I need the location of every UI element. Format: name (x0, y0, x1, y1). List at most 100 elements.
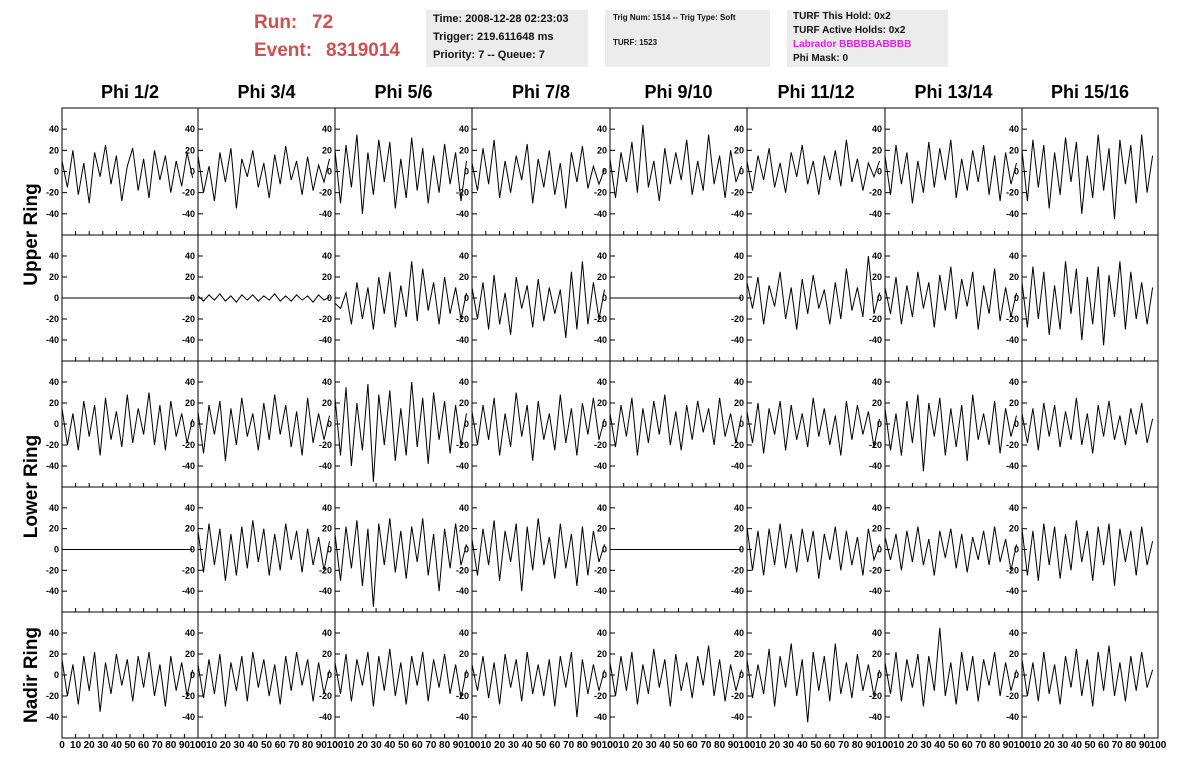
y-tick-label: -40 (731, 209, 744, 219)
y-tick-label: -40 (1006, 209, 1019, 219)
y-tick-label: -20 (182, 691, 195, 701)
waveform (1021, 520, 1154, 587)
y-tick-label: 40 (1009, 503, 1019, 513)
x-tick-label: 0 (882, 740, 888, 751)
y-tick-label: -20 (731, 691, 744, 701)
y-tick-label: 20 (872, 398, 882, 408)
y-tick-label: 40 (597, 377, 607, 387)
x-tick-label: 20 (769, 740, 781, 751)
x-tick-label: 100 (464, 740, 481, 751)
x-tick-label: 40 (247, 740, 259, 751)
y-tick-label: -40 (1006, 586, 1019, 596)
y-tick-label: -40 (869, 209, 882, 219)
waveform (471, 392, 605, 461)
y-tick-label: 0 (1014, 545, 1019, 555)
waveform (1021, 645, 1154, 707)
y-tick-label: 20 (1009, 272, 1019, 282)
x-tick-label: 10 (893, 740, 905, 751)
y-tick-label: 40 (459, 377, 469, 387)
y-tick-label: 20 (322, 649, 332, 659)
x-tick-label: 60 (824, 740, 836, 751)
y-tick-label: -20 (319, 440, 332, 450)
y-tick-label: 20 (597, 649, 607, 659)
y-tick-label: -20 (46, 565, 59, 575)
waveform (471, 518, 605, 592)
x-tick-label: 60 (962, 740, 974, 751)
y-tick-label: 20 (49, 272, 59, 282)
y-tick-label: 40 (49, 124, 59, 134)
y-tick-label: 40 (597, 124, 607, 134)
x-tick-label: 90 (453, 740, 465, 751)
x-tick-label: 90 (591, 740, 603, 751)
y-tick-label: 40 (872, 377, 882, 387)
turf-box: TURF This Hold: 0x2 TURF Active Holds: 0… (787, 10, 948, 67)
waveform (471, 261, 605, 338)
y-tick-label: 20 (872, 524, 882, 534)
panel-frame (609, 107, 748, 236)
y-tick-label: -20 (46, 188, 59, 198)
waveform (884, 266, 1017, 330)
column-title: Phi 5/6 (374, 82, 432, 102)
y-tick-label: -40 (731, 335, 744, 345)
y-tick-label: 0 (602, 545, 607, 555)
x-tick-label: 40 (384, 740, 396, 751)
column-title: Phi 3/4 (237, 82, 295, 102)
priority: Priority: 7 -- Queue: 7 (433, 49, 545, 61)
y-tick-label: 40 (872, 124, 882, 134)
y-tick-label: -40 (594, 335, 607, 345)
y-tick-label: 0 (190, 670, 195, 680)
y-tick-label: -20 (594, 188, 607, 198)
y-tick-label: 0 (54, 670, 59, 680)
x-tick-label: 80 (989, 740, 1001, 751)
waveform (197, 146, 330, 209)
x-tick-label: 0 (195, 740, 201, 751)
y-tick-label: -40 (46, 586, 59, 596)
y-tick-label: 0 (464, 545, 469, 555)
y-tick-label: -20 (182, 188, 195, 198)
y-tick-label: 40 (185, 628, 195, 638)
y-tick-label: -40 (456, 461, 469, 471)
y-tick-label: 0 (877, 670, 882, 680)
x-tick-label: 0 (607, 740, 613, 751)
x-tick-label: 10 (343, 740, 355, 751)
x-tick-label: 40 (659, 740, 671, 751)
x-tick-label: 50 (124, 740, 136, 751)
turf-hold: TURF This Hold: 0x2 (793, 11, 891, 22)
y-tick-label: -20 (182, 565, 195, 575)
y-tick-label: 20 (459, 272, 469, 282)
waveform (197, 293, 330, 303)
waveform (609, 645, 742, 707)
y-tick-label: -40 (456, 335, 469, 345)
y-tick-label: 20 (1009, 524, 1019, 534)
y-tick-label: -40 (731, 586, 744, 596)
y-tick-label: 0 (739, 167, 744, 177)
waveform (334, 518, 467, 607)
panel-frame (1021, 107, 1159, 236)
turf: TURF: 1523 (613, 38, 658, 47)
y-tick-label: 40 (185, 124, 195, 134)
y-tick-label: 40 (322, 377, 332, 387)
y-tick-label: 20 (872, 145, 882, 155)
x-tick-label: 20 (357, 740, 369, 751)
y-tick-label: 40 (49, 503, 59, 513)
waveform (1021, 134, 1154, 220)
x-tick-label: 60 (412, 740, 424, 751)
y-tick-label: 20 (734, 524, 744, 534)
y-tick-label: 40 (49, 628, 59, 638)
waveform (334, 134, 467, 214)
y-tick-label: 0 (739, 293, 744, 303)
labrador: Labrador BBBBBABBBB (793, 39, 912, 50)
y-tick-label: 40 (322, 628, 332, 638)
column-title: Phi 7/8 (512, 82, 570, 102)
panel-frame (746, 107, 886, 236)
y-tick-label: 20 (49, 524, 59, 534)
x-tick-label: 80 (439, 740, 451, 751)
y-tick-label: -40 (46, 335, 59, 345)
column-title: Phi 1/2 (101, 82, 159, 102)
y-tick-label: -40 (182, 209, 195, 219)
x-tick-label: 30 (234, 740, 246, 751)
y-tick-label: -20 (319, 691, 332, 701)
y-tick-label: -20 (319, 188, 332, 198)
x-tick-label: 50 (810, 740, 822, 751)
y-tick-label: -20 (456, 440, 469, 450)
